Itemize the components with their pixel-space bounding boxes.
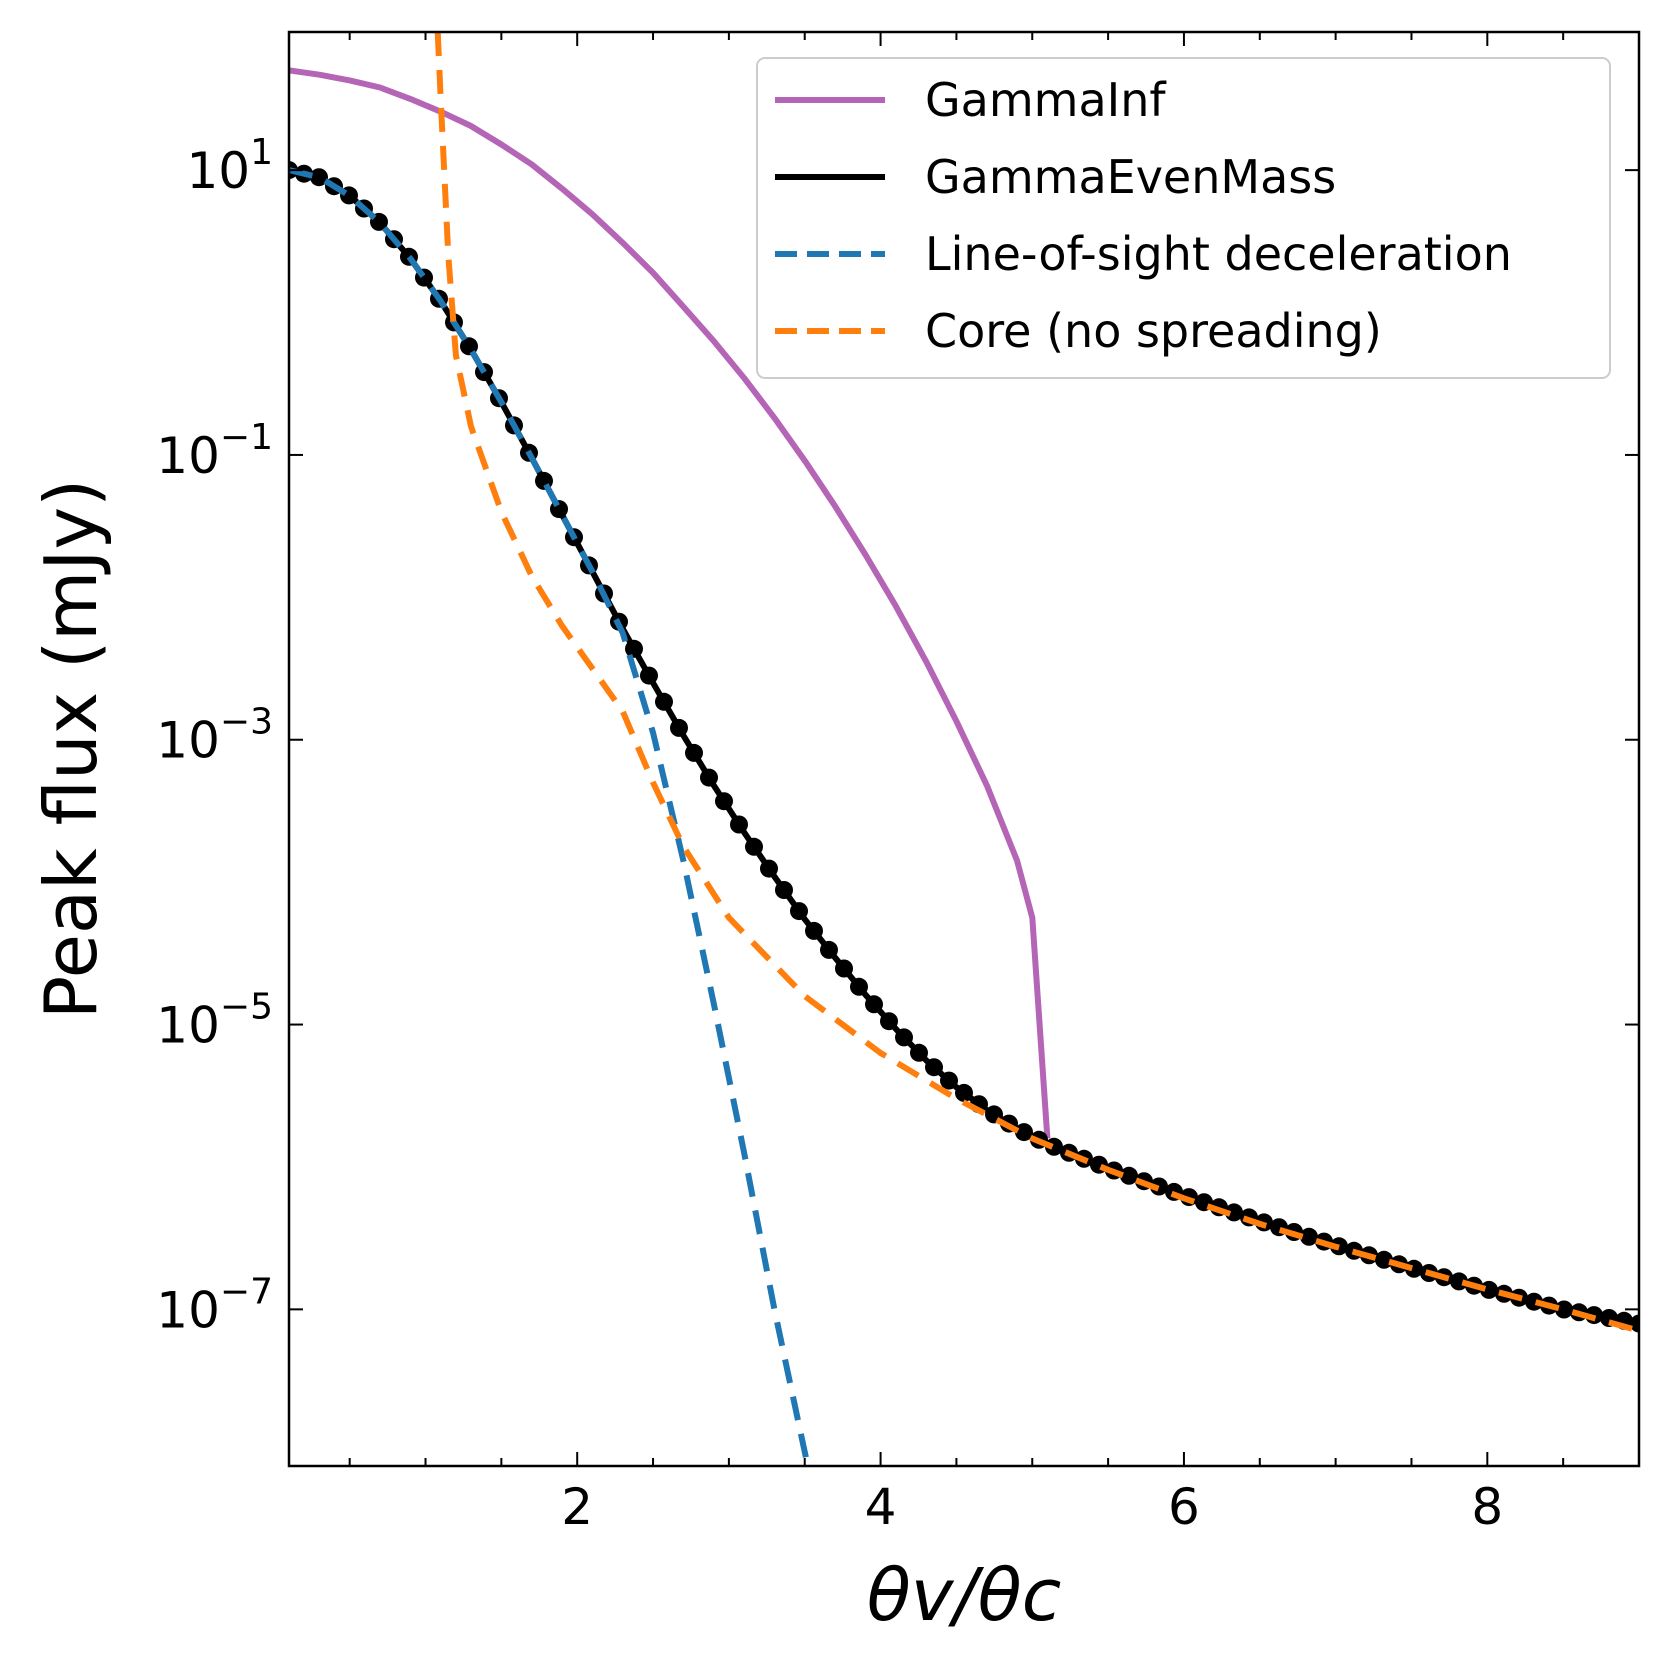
data-point <box>715 792 733 811</box>
data-point <box>1630 1314 1639 1333</box>
legend-label-core: Core (no spreading) <box>925 304 1382 358</box>
data-point <box>685 743 703 762</box>
data-point <box>1300 1227 1318 1246</box>
data-point <box>310 168 328 187</box>
data-point <box>1120 1166 1138 1185</box>
series-line-core-no-spreading <box>434 32 1639 1334</box>
x-tick-label: 4 <box>865 1478 897 1536</box>
data-point <box>1450 1272 1468 1291</box>
legend-label-line-of-sight: Line-of-sight deceleration <box>925 227 1512 281</box>
series-line-line-of-sight-deceleration <box>289 167 811 1466</box>
plot-area <box>289 32 1639 1466</box>
x-tick-label: 2 <box>561 1478 593 1536</box>
x-axis-label: θv/θc <box>867 1553 1062 1637</box>
y-tick-label: 101 <box>186 132 273 200</box>
legend: GammaInf GammaEvenMass Line-of-sight dec… <box>756 57 1611 379</box>
y-tick-label: 10−5 <box>156 987 273 1055</box>
data-point <box>835 959 853 978</box>
data-point <box>865 995 883 1014</box>
y-axis-label: Peak flux (mJy) <box>29 479 113 1020</box>
data-point <box>820 940 838 959</box>
y-tick-labels: 101 10−1 10−3 10−5 10−7 <box>156 132 273 1339</box>
data-point <box>745 837 763 856</box>
data-point <box>460 337 478 356</box>
x-tick-label: 8 <box>1471 1478 1503 1536</box>
legend-box <box>756 57 1611 379</box>
y-tick-label: 10−7 <box>156 1271 273 1339</box>
plot-frame <box>287 30 1641 1468</box>
data-point <box>940 1071 958 1090</box>
series-line-gammainf <box>289 67 1051 1139</box>
x-tick-labels: 2 4 6 8 <box>561 1478 1503 1536</box>
legend-label-gammaevenmass: GammaEvenMass <box>925 150 1336 204</box>
data-point <box>1525 1292 1543 1311</box>
axis-ticks <box>289 32 1640 1466</box>
data-point <box>700 768 718 787</box>
data-point <box>775 881 793 899</box>
data-point <box>910 1043 928 1062</box>
data-point <box>640 666 658 685</box>
y-tick-label: 10−3 <box>156 702 273 770</box>
data-point <box>1225 1203 1243 1222</box>
data-point <box>655 692 673 711</box>
data-point <box>1015 1123 1033 1142</box>
data-point <box>1405 1259 1423 1278</box>
data-point <box>1555 1300 1573 1319</box>
data-point <box>625 639 643 658</box>
data-point <box>1045 1137 1063 1156</box>
data-point <box>895 1028 913 1047</box>
x-tick-label: 6 <box>1168 1478 1200 1536</box>
data-point <box>850 977 868 996</box>
data-point <box>805 921 823 940</box>
data-point <box>790 902 808 921</box>
data-point <box>955 1083 973 1102</box>
data-point <box>925 1058 943 1077</box>
y-tick-label: 10−1 <box>156 417 273 485</box>
data-point <box>670 718 688 737</box>
legend-label-gammainf: GammaInf <box>925 73 1167 127</box>
data-point <box>760 859 778 878</box>
data-point <box>880 1012 898 1031</box>
data-point <box>1480 1280 1498 1299</box>
data-point <box>730 815 748 834</box>
